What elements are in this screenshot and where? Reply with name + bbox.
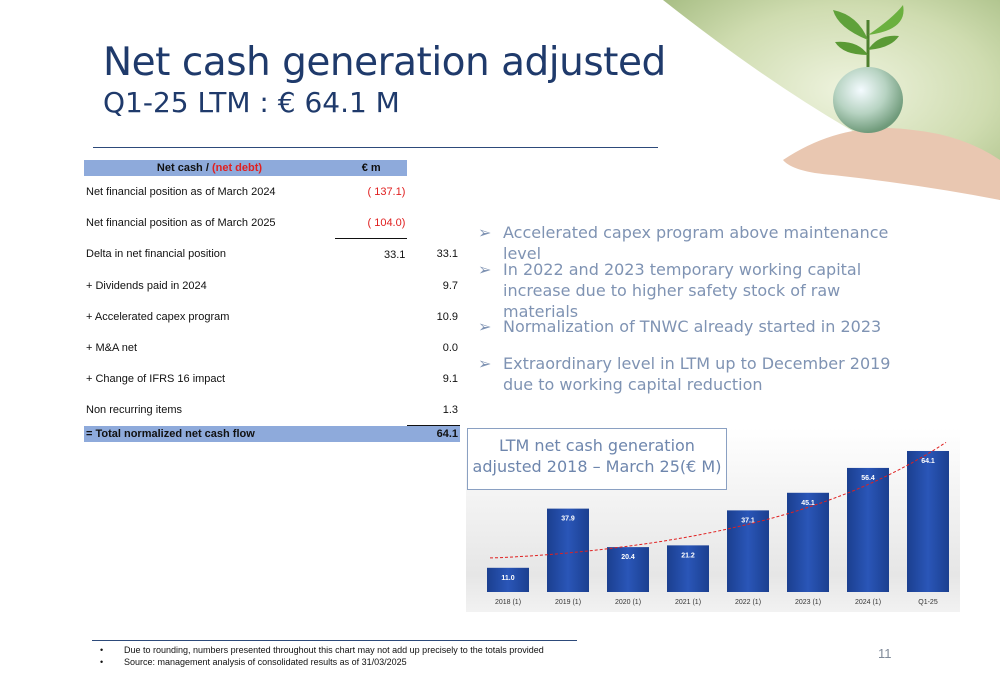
bar-2023 (1) bbox=[787, 492, 829, 592]
title-divider bbox=[93, 147, 658, 148]
page-subtitle: Q1-25 LTM : € 64.1 M bbox=[103, 86, 400, 119]
bullet-dot-icon: • bbox=[100, 645, 104, 655]
arrow-bullet-icon: ➢ bbox=[478, 354, 492, 373]
net-cash-table: Net cash / (net debt) € m Net financial … bbox=[84, 160, 460, 442]
category-tick-label: 2022 (1) bbox=[735, 599, 761, 606]
plant-globe-hand-photo bbox=[663, 0, 1000, 200]
total-label: = Total normalized net cash flow bbox=[84, 425, 335, 442]
bar-2019 (1) bbox=[547, 508, 589, 592]
table-row: Net financial position as of March 2024(… bbox=[86, 185, 406, 198]
bar-2018 (1) bbox=[487, 567, 529, 592]
footnote-divider bbox=[92, 640, 577, 641]
page-title: Net cash generation adjusted bbox=[103, 40, 666, 85]
category-tick-label: 2023 (1) bbox=[795, 599, 821, 606]
bar-value-label: 37.1 bbox=[741, 517, 755, 524]
arrow-bullet-icon: ➢ bbox=[478, 223, 492, 242]
bar-value-label: 11.0 bbox=[501, 575, 514, 582]
table-header-label: Net cash / (net debt) bbox=[84, 160, 335, 176]
bar-value-label: 64.1 bbox=[921, 458, 935, 465]
chart-title-line2: adjusted 2018 – March 25(€ M) bbox=[472, 457, 722, 476]
table-total-row: = Total normalized net cash flow 64.1 bbox=[84, 425, 460, 442]
chart-title-line1: LTM net cash generation bbox=[499, 436, 695, 455]
bar-2020 (1) bbox=[607, 547, 649, 592]
table-row: + Accelerated capex program 10.9 bbox=[86, 310, 458, 323]
bar-Q1-25 bbox=[907, 450, 949, 592]
category-tick-label: 2021 (1) bbox=[675, 599, 701, 606]
bar-value-label: 20.4 bbox=[621, 554, 635, 561]
chart-title-box: LTM net cash generation adjusted 2018 – … bbox=[467, 428, 727, 490]
category-tick-label: 2018 (1) bbox=[495, 599, 521, 606]
table-row: + Change of IFRS 16 impact 9.1 bbox=[86, 372, 458, 385]
bar-2024 (1) bbox=[847, 467, 889, 592]
bar-value-label: 21.2 bbox=[681, 552, 695, 559]
bar-2021 (1) bbox=[667, 545, 709, 592]
table-row: + M&A net 0.0 bbox=[86, 341, 458, 354]
cash-generation-bar-chart: 11.0 2018 (1) 37.9 2019 (1) 20.4 2020 (1) 21.2… bbox=[487, 441, 949, 606]
total-value: 64.1 bbox=[407, 425, 460, 442]
arrow-bullet-icon: ➢ bbox=[478, 260, 492, 279]
table-row: Non recurring items 1.3 bbox=[86, 403, 458, 416]
category-tick-label: 2020 (1) bbox=[615, 599, 641, 606]
bar-value-label: 56.4 bbox=[861, 475, 875, 482]
table-header-unit: € m bbox=[335, 160, 408, 176]
bullet-dot-icon: • bbox=[100, 657, 104, 667]
table-row: + Dividends paid in 2024 9.7 bbox=[86, 279, 458, 292]
bar-value-label: 45.1 bbox=[801, 500, 815, 507]
category-tick-label: 2019 (1) bbox=[555, 599, 581, 606]
table-row: Net financial position as of March 2025(… bbox=[86, 216, 406, 229]
category-tick-label: Q1-25 bbox=[918, 599, 938, 606]
arrow-bullet-icon: ➢ bbox=[478, 317, 492, 336]
page-number: 11 bbox=[878, 646, 892, 661]
table-header-row: Net cash / (net debt) € m bbox=[84, 160, 460, 176]
category-tick-label: 2024 (1) bbox=[855, 599, 881, 606]
table-row: Delta in net financial position 33.1 33.1 bbox=[84, 238, 460, 270]
bar-value-label: 37.9 bbox=[561, 516, 575, 523]
trend-line bbox=[489, 441, 947, 559]
